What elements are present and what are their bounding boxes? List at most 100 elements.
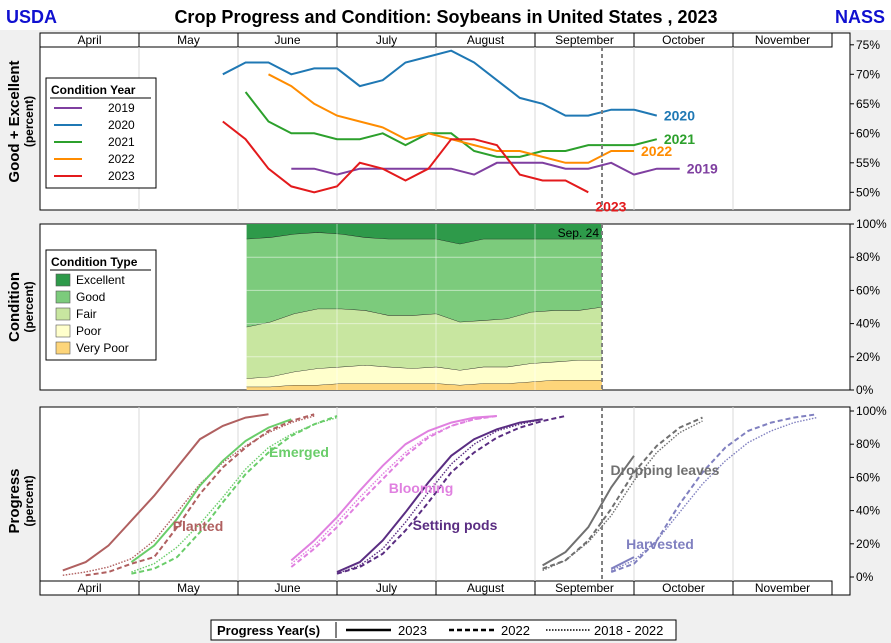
series-end-label-2021: 2021 [664, 131, 695, 147]
legend-label-very-poor: Very Poor [76, 341, 129, 355]
progress-line-avg-harvested [610, 416, 817, 572]
condition-ytick-label: 40% [856, 317, 880, 331]
top-month-label-november: November [755, 33, 810, 47]
legend-swatch-good [55, 290, 71, 304]
series-line-2023 [222, 120, 589, 194]
good-excellent-ytick-label: 70% [856, 67, 880, 81]
condition-ytick-label: 60% [856, 283, 880, 297]
legend-label-2023: 2023 [108, 169, 135, 183]
series-end-label-2020: 2020 [664, 108, 695, 124]
bottom-month-label-september: September [555, 581, 614, 595]
good-excellent-ylabel: Good + Excellent [6, 60, 23, 182]
good-excellent-panel-frame [39, 32, 851, 211]
progress-label-dropping-leaves: Dropping leaves [611, 462, 720, 478]
progress-year-legend-title: Progress Year(s) [217, 623, 320, 638]
progress-line-avg-planted [62, 415, 315, 576]
progress-line-2023-dropping-leaves [542, 455, 635, 567]
usda-logo: USDA [6, 7, 57, 27]
condition-ytick-label: 80% [856, 250, 880, 264]
progress-line-2022-planted [85, 413, 315, 577]
progress-ytick-label: 100% [856, 404, 887, 418]
legend-label-2023: 2023 [398, 623, 427, 638]
series-line-2021 [244, 91, 658, 158]
legend-label-excellent: Excellent [76, 273, 125, 287]
progress-ytick-label: 20% [856, 537, 880, 551]
condition-type-legend [45, 249, 157, 361]
progress-line-avg-emerged [131, 416, 338, 573]
condition-year-legend-title: Condition Year [51, 83, 136, 97]
month-cell-november [732, 580, 833, 596]
progress-line-2023-blooming [290, 415, 497, 562]
progress-ylabel: Progress [6, 468, 23, 533]
condition-area-excellent [246, 224, 602, 244]
top-month-label-april: April [77, 33, 101, 47]
series-end-label-2019: 2019 [687, 161, 718, 177]
progress-label-blooming: Blooming [389, 480, 454, 496]
bottom-month-label-april: April [77, 581, 101, 595]
legend-label-2018-2022: 2018 - 2022 [594, 623, 663, 638]
progress-line-2023-planted [62, 413, 269, 572]
condition-area-very-poor [246, 380, 602, 390]
progress-line-2023-harvested [610, 556, 635, 570]
legend-label-2022: 2022 [108, 152, 135, 166]
condition-ylabel: Condition [6, 272, 23, 342]
progress-ylabel-sub: (percent) [22, 475, 36, 526]
month-cell-november [732, 32, 833, 48]
progress-line-2023-setting-pods [336, 418, 543, 573]
legend-swatch-excellent [55, 273, 71, 287]
bottom-month-label-november: November [755, 581, 810, 595]
top-month-label-october: October [662, 33, 705, 47]
condition-area-good [246, 232, 602, 327]
bottom-month-label-august: August [467, 581, 505, 595]
progress-ytick-label: 80% [856, 437, 880, 451]
legend-swatch-fair [55, 307, 71, 321]
series-end-label-2023: 2023 [595, 198, 626, 214]
bottom-month-label-june: June [274, 581, 300, 595]
bottom-month-label-may: May [177, 581, 200, 595]
condition-ytick-label: 100% [856, 217, 887, 231]
legend-label-good: Good [76, 290, 105, 304]
legend-label-2021: 2021 [108, 135, 135, 149]
series-line-2019 [291, 161, 680, 176]
progress-label-setting-pods: Setting pods [413, 517, 498, 533]
progress-line-2022-harvested [610, 413, 817, 573]
bottom-month-label-october: October [662, 581, 705, 595]
condition-area-fair [246, 307, 602, 379]
nass-logo: NASS [835, 7, 885, 27]
progress-label-planted: Planted [173, 518, 224, 534]
condition-ytick-label: 20% [856, 350, 880, 364]
top-month-label-august: August [467, 33, 505, 47]
progress-line-2022-blooming [290, 415, 498, 568]
top-month-label-june: June [274, 33, 300, 47]
good-excellent-ytick-label: 50% [856, 185, 880, 199]
good-excellent-ytick-label: 55% [856, 156, 880, 170]
current-week-label: Sep. 24 [558, 226, 600, 240]
condition-year-legend [45, 77, 157, 189]
progress-label-emerged: Emerged [269, 444, 329, 460]
progress-ytick-label: 0% [856, 570, 874, 584]
condition-ylabel-sub: (percent) [22, 281, 36, 332]
progress-line-avg-blooming [290, 415, 498, 565]
legend-label-2022: 2022 [501, 623, 530, 638]
good-excellent-ytick-label: 60% [856, 126, 880, 140]
condition-ytick-label: 0% [856, 383, 874, 397]
condition-type-legend-title: Condition Type [51, 255, 138, 269]
chart-title: Crop Progress and Condition: Soybeans in… [174, 7, 717, 27]
legend-swatch-poor [55, 324, 71, 338]
top-month-label-may: May [177, 33, 200, 47]
top-month-label-july: July [376, 33, 397, 47]
series-end-label-2022: 2022 [641, 143, 672, 159]
progress-line-2023-emerged [130, 418, 292, 563]
legend-label-fair: Fair [76, 307, 97, 321]
progress-line-avg-dropping-leaves [542, 420, 703, 572]
series-line-2020 [222, 49, 658, 117]
condition-area-poor [246, 360, 602, 387]
legend-swatch-very-poor [55, 341, 71, 355]
good-excellent-ytick-label: 65% [856, 97, 880, 111]
good-excellent-ytick-label: 75% [856, 38, 880, 52]
progress-label-harvested: Harvested [626, 536, 694, 552]
top-month-label-september: September [555, 33, 614, 47]
legend-label-poor: Poor [76, 324, 101, 338]
progress-year-legend [210, 619, 677, 641]
